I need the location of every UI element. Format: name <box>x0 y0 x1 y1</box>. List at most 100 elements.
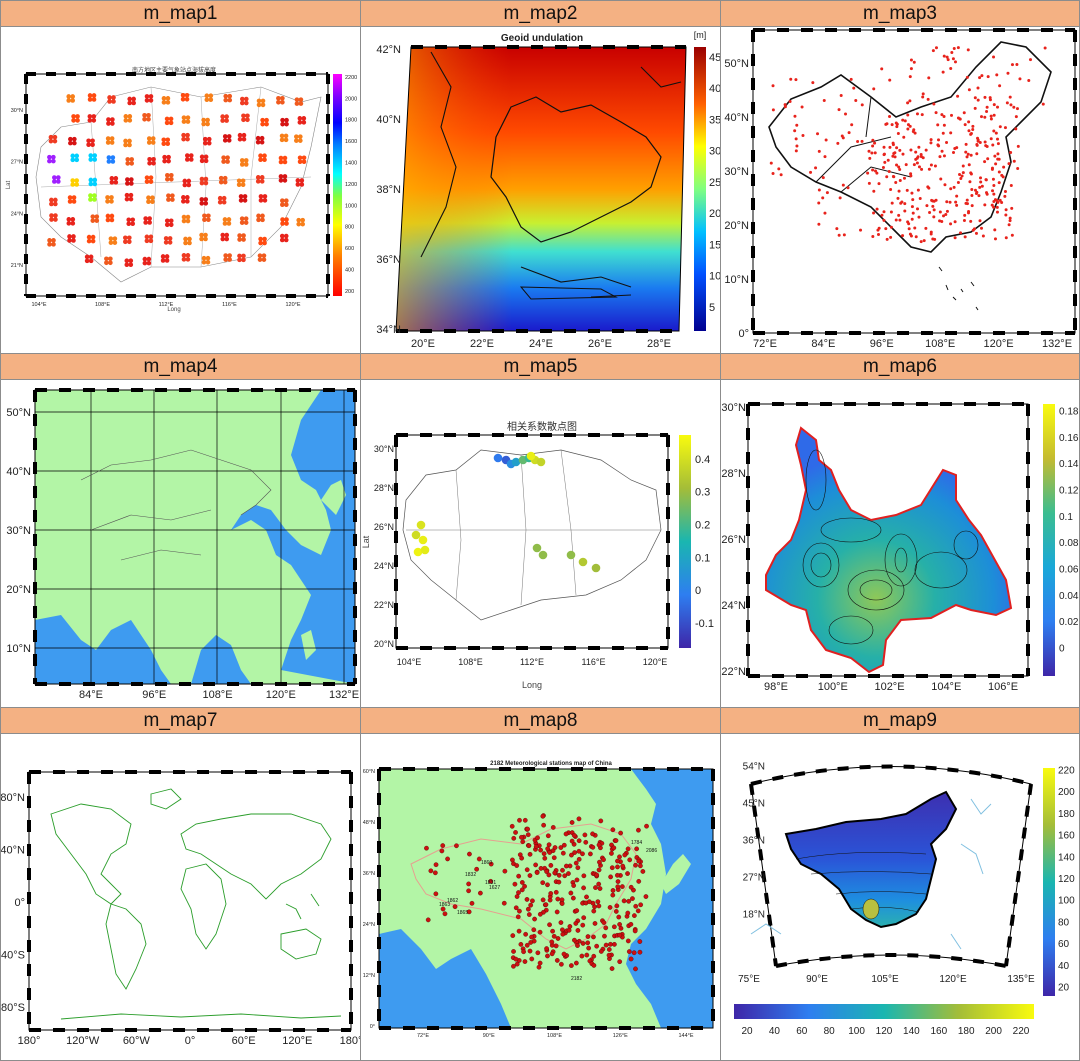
station-point <box>260 121 265 127</box>
y-tick-label: 50°N <box>724 58 749 70</box>
station-point <box>241 113 246 119</box>
contour-lines <box>802 449 979 645</box>
station-point <box>950 50 954 54</box>
station-point <box>208 93 214 99</box>
station-point <box>105 136 111 141</box>
station-point <box>220 114 225 119</box>
station-point <box>632 913 637 918</box>
chart-m-map1: 南方地区主要气象站点海拔高度 2200 2000 1800 1600 1400 1200 1… <box>6 66 357 313</box>
frame-dash <box>750 764 1032 968</box>
y-tick-label: 24°N <box>374 561 394 571</box>
station-point <box>934 198 938 202</box>
y-axis-label: Lat <box>361 535 371 548</box>
station-point <box>959 177 963 181</box>
station-point <box>526 912 532 917</box>
station-point <box>519 880 525 885</box>
station-point <box>906 113 910 117</box>
y-tick-label: 42°N <box>376 44 401 56</box>
station-point <box>575 943 580 948</box>
station-point <box>278 159 284 165</box>
station-point <box>998 198 1002 202</box>
colorbar-tick-label: 1200 <box>345 182 357 188</box>
station-point <box>973 188 977 192</box>
station-point <box>109 176 115 181</box>
station-point <box>918 197 922 201</box>
station-point <box>513 830 518 835</box>
station-point <box>965 155 969 159</box>
station-point <box>909 174 913 178</box>
station-point <box>433 891 439 897</box>
map-frame <box>395 46 687 332</box>
station-point <box>964 150 968 154</box>
station-point <box>975 152 979 156</box>
station-point <box>282 159 288 165</box>
x-tick-label: 108°E <box>925 338 955 350</box>
station-point <box>1015 107 1019 111</box>
station-point <box>113 180 119 185</box>
correlation-point <box>416 520 426 530</box>
station-point <box>1018 77 1022 81</box>
station-point <box>971 128 975 132</box>
x-tick-label: 0° <box>185 1035 196 1047</box>
station-point <box>519 834 524 840</box>
colorbar-tick-label: 1800 <box>345 118 357 124</box>
station-point <box>182 178 188 184</box>
station-point <box>92 177 98 183</box>
station-point <box>898 178 902 182</box>
station-point <box>280 198 285 203</box>
station-point <box>161 137 167 143</box>
station-point <box>931 237 935 241</box>
station-point <box>894 218 898 222</box>
station-point <box>181 136 186 142</box>
station-point <box>67 195 73 200</box>
station-point <box>590 844 596 850</box>
station-point <box>109 136 115 141</box>
station-point <box>942 154 946 158</box>
station-point <box>871 235 875 239</box>
correlation-point <box>413 547 423 557</box>
station-point <box>945 140 949 144</box>
station-point <box>564 863 569 869</box>
x-tick-label: 108°E <box>95 302 110 308</box>
station-point <box>825 191 829 195</box>
station-point <box>615 858 620 864</box>
station-point <box>572 937 577 943</box>
x-tick-label: 60°E <box>232 1035 256 1047</box>
station-point <box>882 210 886 214</box>
station-point <box>261 257 267 262</box>
station-point <box>902 176 906 180</box>
colorbar-tick-label: 0.16 <box>1059 433 1079 444</box>
station-point <box>428 868 434 874</box>
station-point <box>127 138 132 144</box>
station-point <box>74 178 80 183</box>
station-point <box>949 187 953 191</box>
station-point <box>934 46 938 50</box>
station-point <box>896 196 900 200</box>
station-point <box>779 173 783 177</box>
station-point <box>936 143 940 147</box>
station-point <box>127 142 132 148</box>
station-point <box>872 211 876 215</box>
station-point <box>1002 165 1006 169</box>
station-point <box>284 217 289 222</box>
station-point <box>974 191 978 195</box>
station-point <box>240 100 245 106</box>
station-point <box>544 869 549 874</box>
station-point <box>875 207 879 211</box>
panel-m-map4: m_map4 84°E 96°E 108°E 120°E 132°E 50°N 40°N 3… <box>0 353 361 708</box>
station-point <box>597 859 602 865</box>
x-tick-label: 120°W <box>66 1035 100 1047</box>
station-point <box>970 187 974 191</box>
station-point <box>954 200 958 204</box>
station-point <box>509 823 515 829</box>
station-point <box>998 125 1002 129</box>
province-lines <box>815 96 912 193</box>
station-point <box>255 175 261 180</box>
station-point <box>576 816 582 822</box>
station-point <box>889 225 893 229</box>
station-point <box>127 96 132 102</box>
station-point <box>592 921 598 926</box>
station-point <box>884 227 888 231</box>
colorbar-tick-label: 160 <box>930 1026 947 1037</box>
station-point <box>512 881 518 887</box>
